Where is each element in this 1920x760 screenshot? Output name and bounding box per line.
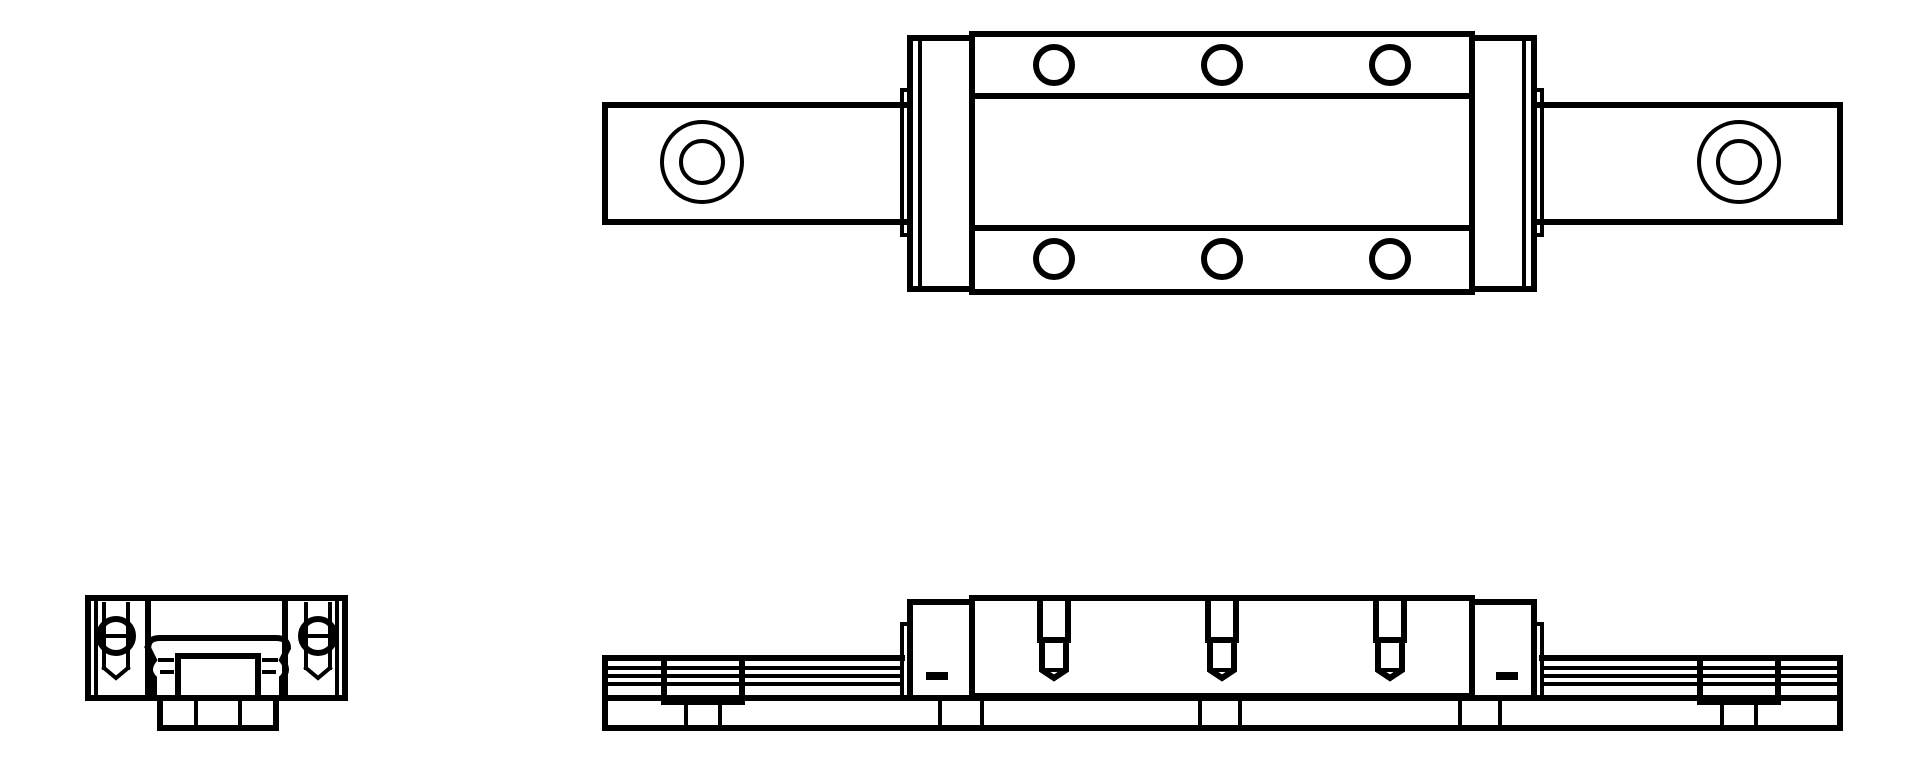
rail-side bbox=[602, 655, 1843, 731]
tapped-hole-1 bbox=[1037, 595, 1071, 682]
end-cap-left-top bbox=[900, 35, 975, 292]
bolt-holes-bottom-row bbox=[1033, 238, 1411, 280]
rail-top bbox=[602, 102, 1843, 225]
rail-counterbore-right bbox=[1697, 661, 1781, 730]
rail-mount-hole-left bbox=[660, 120, 744, 204]
top-view bbox=[602, 31, 1843, 295]
bolt-hole bbox=[1369, 238, 1411, 280]
tapped-hole-3 bbox=[1373, 595, 1407, 682]
carriage-body-side bbox=[907, 595, 1537, 701]
rail-holes-under-carriage bbox=[938, 700, 1502, 730]
bolt-hole bbox=[1201, 238, 1243, 280]
end-cap-right-side bbox=[1469, 599, 1544, 701]
bolt-hole bbox=[1033, 238, 1075, 280]
bolt-holes-top-row bbox=[1033, 44, 1411, 86]
bolt-hole bbox=[1201, 44, 1243, 86]
side-view bbox=[602, 595, 1843, 731]
end-view bbox=[85, 595, 348, 731]
end-cap-right-top bbox=[1469, 35, 1544, 292]
bolt-hole bbox=[1033, 44, 1075, 86]
tapped-hole-2 bbox=[1205, 595, 1239, 682]
bolt-hole bbox=[1369, 44, 1411, 86]
carriage-body-top bbox=[969, 31, 1475, 295]
carriage-profile bbox=[85, 595, 348, 701]
end-cap-left-side bbox=[900, 599, 975, 701]
rail-mount-hole-right bbox=[1697, 120, 1781, 204]
side-bolt-left bbox=[96, 602, 136, 681]
side-bolt-right bbox=[298, 602, 338, 681]
rail-counterbore-left bbox=[661, 661, 745, 730]
rail-profile bbox=[143, 635, 292, 731]
